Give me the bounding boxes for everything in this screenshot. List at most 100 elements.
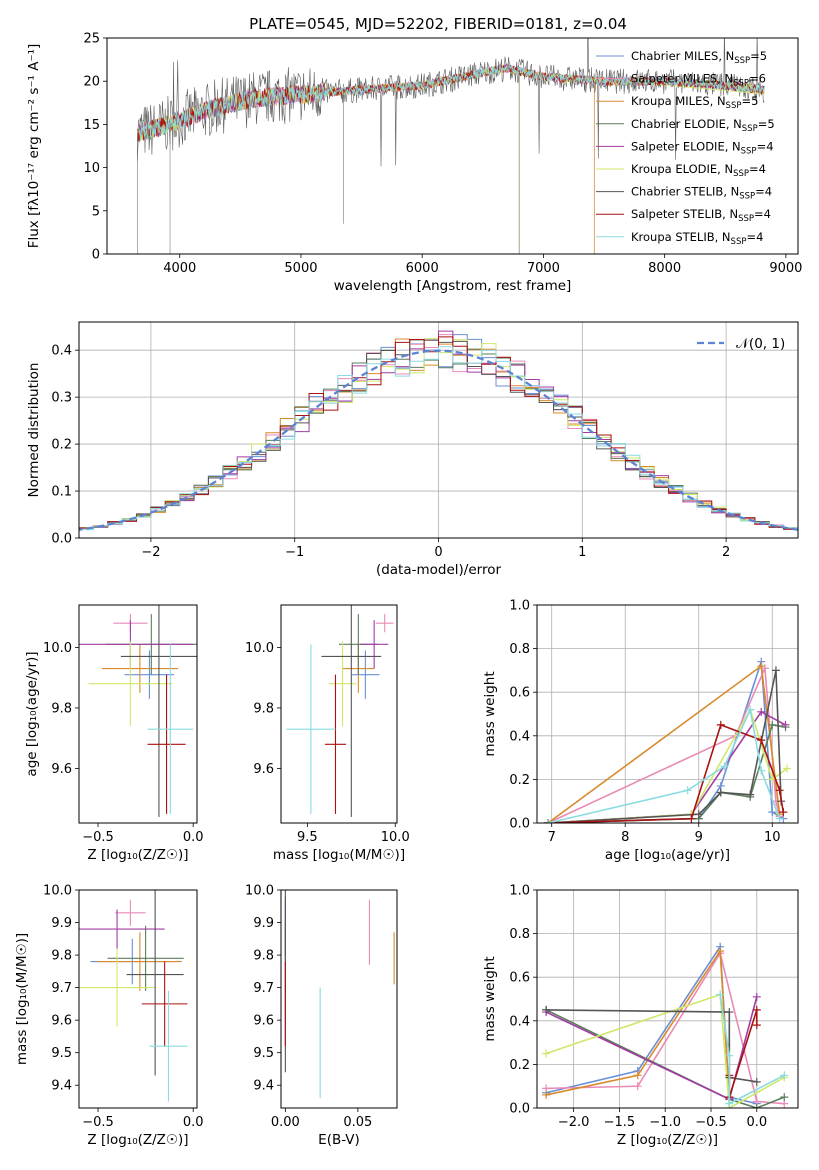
y-tick-label: 9.6: [253, 762, 274, 777]
legend-entry: Kroupa STELIB, NSSP=4: [631, 230, 763, 247]
x-tick-label: 1: [578, 545, 586, 560]
weight-series-line: [547, 706, 781, 823]
spectrum-panel: 4000 5000 6000 7000 8000 9000 0 5 10 15 20 25 wavele…: [26, 32, 802, 295]
legend-entry: Kroupa MILES, NSSP=5: [631, 94, 758, 111]
x-tick-label: −0.5: [82, 1115, 114, 1130]
y-tick-label: 9.7: [253, 981, 274, 996]
x-tick-label: 0.0: [746, 1115, 767, 1130]
y-tick-label: 0.2: [509, 773, 530, 788]
y-tick-label: 9.9: [253, 916, 274, 931]
legend-entry: Chabrier MILES, NSSP=5: [631, 49, 767, 66]
y-axis-label: mass [log₁₀(M/M☉)]: [14, 933, 30, 1065]
plot-area: [79, 890, 188, 1102]
x-tick-label: 7000: [527, 261, 560, 276]
y-tick-label: 10: [83, 161, 100, 176]
y-tick-label: 0.3: [51, 391, 72, 406]
plot-area: [79, 605, 197, 817]
y-tick-label: 0.2: [51, 438, 72, 453]
spectrum-series-line: [136, 64, 765, 254]
y-tick-label: 10.0: [245, 641, 274, 656]
y-tick-label: 0.8: [509, 642, 530, 657]
weight-series-line: [548, 723, 785, 823]
weight-point-marker: [757, 662, 766, 671]
weight-point-marker: [542, 1090, 551, 1099]
axes-frame: [78, 889, 198, 1109]
axes-frame: [106, 37, 799, 255]
y-tick-label: 0.4: [509, 1014, 530, 1029]
x-tick-label: 10: [764, 830, 781, 845]
y-tick-label: 0: [92, 248, 100, 263]
weight-point-marker: [757, 736, 766, 745]
residual-histogram: [79, 346, 798, 532]
y-tick-label: 0.0: [509, 817, 530, 832]
mass-vs-ebv-panel: 0.00 0.05 9.4 9.5 9.6 9.7 9.8 9.9 10.0 E(B-V): [245, 884, 398, 1148]
y-tick-label: 9.7: [51, 981, 72, 996]
x-tick-label: −2: [141, 545, 160, 560]
y-tick-label: 0.6: [509, 686, 530, 701]
weight-point-marker: [687, 814, 696, 823]
weight-point-marker: [542, 1049, 551, 1058]
weight-point-marker: [768, 808, 777, 817]
weight-point-marker: [542, 1005, 551, 1014]
x-tick-label: 6000: [406, 261, 439, 276]
x-axis-label: (data-model)/error: [376, 562, 502, 578]
weight-point-marker: [633, 1082, 642, 1091]
x-tick-label: 7: [548, 830, 556, 845]
weight-point-marker: [771, 666, 780, 675]
mass-vs-z-panel: −0.5 0.0 9.4 9.5 9.6 9.7 9.8 9.9 10.0 Z [log₁₀(Z/…: [14, 884, 204, 1149]
y-tick-label: 9.5: [253, 1046, 274, 1061]
weight-series-line: [548, 661, 784, 823]
weight-point-marker: [716, 788, 725, 797]
weight-series-line: [547, 667, 781, 823]
legend-entry: Salpeter ELODIE, NSSP=4: [631, 139, 774, 156]
x-axis-label: mass [log₁₀(M/M☉)]: [273, 847, 405, 863]
weight-point-marker: [694, 810, 703, 819]
legend-entry: Salpeter STELIB, NSSP=4: [631, 207, 771, 224]
axes-frame: [536, 889, 799, 1109]
weight-point-marker: [780, 1093, 789, 1102]
y-tick-label: 0.0: [509, 1102, 530, 1117]
weight-series-line: [547, 670, 782, 823]
x-tick-label: 9.5: [297, 830, 318, 845]
y-tick-label: 1.0: [509, 599, 530, 614]
weight-series-line: [546, 1009, 757, 1083]
x-tick-label: 4000: [163, 261, 196, 276]
y-tick-label: 9.5: [51, 1046, 72, 1061]
weight-point-marker: [775, 786, 784, 795]
x-axis-label: E(B-V): [318, 1132, 360, 1148]
figure-title: PLATE=0545, MJD=52202, FIBERID=0181, z=0…: [249, 15, 627, 33]
y-tick-label: 0.4: [51, 344, 72, 359]
axes-frame: [280, 604, 398, 824]
weight-series-line: [719, 994, 785, 1105]
legend-entry: Chabrier STELIB, NSSP=4: [631, 185, 772, 202]
weight-point-marker: [752, 1077, 761, 1086]
y-tick-label: 0.2: [509, 1058, 530, 1073]
weight-point-marker: [752, 1021, 761, 1030]
y-axis-label: age [log₁₀(age/yr)]: [24, 651, 40, 776]
x-tick-label: 2: [722, 545, 730, 560]
y-axis-label: mass weight: [482, 956, 498, 1041]
legend-entry: Chabrier ELODIE, NSSP=5: [631, 117, 775, 134]
x-tick-label: 9000: [769, 261, 802, 276]
weight-point-marker: [746, 790, 755, 799]
y-tick-label: 15: [83, 118, 100, 133]
weight-point-marker: [757, 707, 766, 716]
x-tick-label: 0.0: [183, 830, 204, 845]
x-tick-label: 0.05: [343, 1115, 372, 1130]
weight-point-marker: [725, 1008, 734, 1017]
y-tick-label: 10.0: [43, 641, 72, 656]
x-tick-label: 0.00: [271, 1115, 300, 1130]
y-tick-label: 0.6: [509, 971, 530, 986]
weight-point-marker: [779, 808, 788, 817]
x-tick-label: 10.0: [381, 830, 410, 845]
x-tick-label: −1.0: [649, 1115, 681, 1130]
weight-point-marker: [757, 766, 766, 775]
x-axis-label: Z [log₁₀(Z/Z☉)]: [617, 1132, 718, 1148]
weight-point-marker: [752, 1005, 761, 1014]
weight-point-marker: [716, 947, 725, 956]
y-axis-label: mass weight: [482, 671, 498, 756]
x-tick-label: −0.5: [82, 830, 114, 845]
plot-area: [286, 605, 394, 817]
x-tick-label: −0.5: [695, 1115, 727, 1130]
weight-point-marker: [716, 990, 725, 999]
